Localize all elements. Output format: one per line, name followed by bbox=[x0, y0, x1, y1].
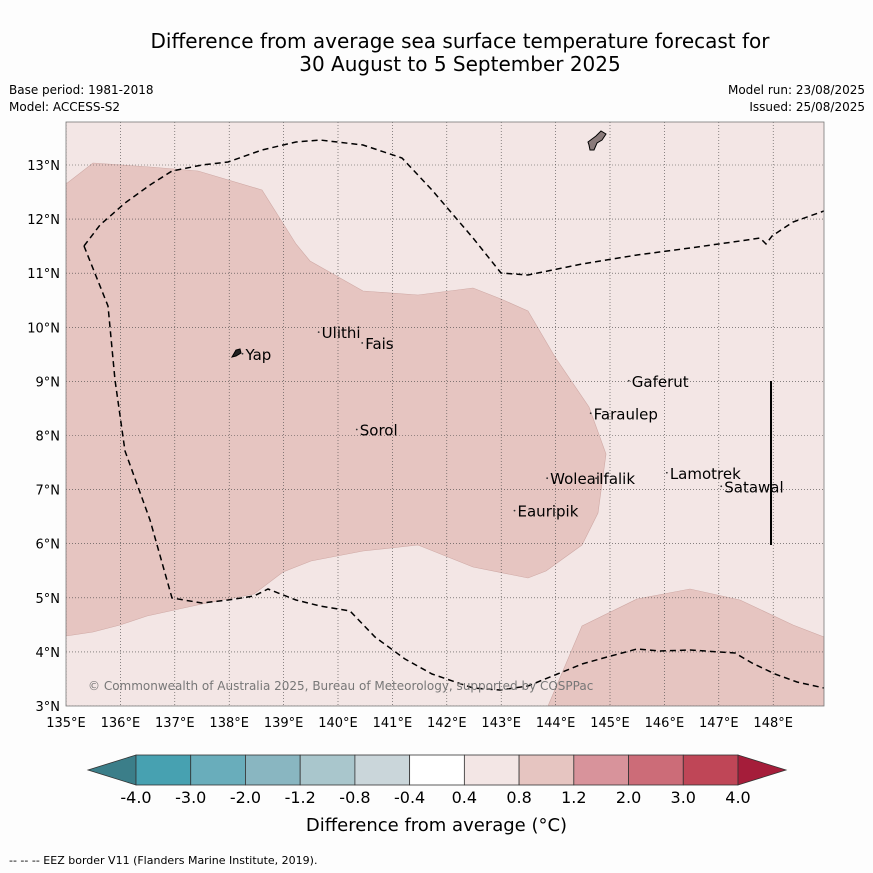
colorbar-segment bbox=[518, 754, 575, 786]
lat-tick-label: 11°N bbox=[27, 267, 60, 282]
atoll-marker bbox=[317, 331, 320, 334]
lon-tick-label: 147°E bbox=[699, 716, 739, 731]
colorbar-segment bbox=[245, 754, 301, 786]
atoll-marker bbox=[361, 342, 364, 344]
lat-tick-label: 7°N bbox=[36, 484, 61, 499]
eez-border-west bbox=[83, 245, 824, 691]
colorbar-segment bbox=[135, 754, 192, 786]
chart-title-line1: Difference from average sea surface temp… bbox=[150, 29, 770, 53]
lat-tick-label: 8°N bbox=[36, 430, 61, 445]
model-run: Model run: 23/08/2025 bbox=[727, 83, 865, 97]
lon-tick-label: 137°E bbox=[155, 716, 195, 731]
place-label-sorol: Sorol bbox=[360, 422, 398, 440]
place-label-ulithi: Ulithi bbox=[322, 324, 361, 342]
atoll-marker bbox=[241, 352, 244, 355]
place-label-yap: Yap bbox=[245, 346, 272, 364]
anomaly-region-main bbox=[66, 162, 607, 637]
colorbar-tick-label: 2.0 bbox=[616, 788, 641, 807]
colorbar: -4.0 -3.0 -2.0 -1.2 -0.8 -0.4 0.4 0.8 1.2 2.0 3.0 4… bbox=[86, 754, 788, 807]
colorbar-tick-label: -3.0 bbox=[175, 788, 206, 807]
colorbar-tick-label: -2.0 bbox=[230, 788, 261, 807]
colorbar-segment bbox=[573, 754, 629, 786]
model-name: Model: ACCESS-S2 bbox=[9, 100, 121, 114]
eez-border-legend: -- -- -- EEZ border V11 (Flanders Marine… bbox=[9, 854, 318, 867]
colorbar-extend-high bbox=[737, 754, 788, 786]
atoll-marker bbox=[546, 477, 549, 480]
lat-tick-label: 12°N bbox=[27, 213, 60, 228]
lon-tick-label: 143°E bbox=[481, 716, 521, 731]
place-label-ifalik: Ifalik bbox=[599, 470, 635, 488]
lon-tick-label: 135°E bbox=[46, 716, 86, 731]
gridlines bbox=[66, 122, 824, 706]
colorbar-segment bbox=[299, 754, 356, 786]
lat-tick-label: 5°N bbox=[36, 592, 61, 607]
place-label-satawal: Satawal bbox=[724, 478, 783, 496]
atoll-marker bbox=[595, 477, 598, 480]
atoll-marker bbox=[665, 471, 668, 474]
colorbar-tick-label: 0.4 bbox=[452, 788, 477, 807]
atoll-marker bbox=[513, 509, 516, 512]
lat-tick-label: 9°N bbox=[36, 375, 61, 390]
place-label-eauripik: Eauripik bbox=[518, 503, 579, 521]
lon-tick-label: 144°E bbox=[536, 716, 576, 731]
colorbar-tick-label: -4.0 bbox=[120, 788, 151, 807]
colorbar-segment bbox=[628, 754, 684, 786]
atoll-marker bbox=[355, 428, 358, 431]
latitude-tick-labels: 3°N 4°N 5°N 6°N 7°N 8°N 9°N 10°N 11°N 12°N 13°N bbox=[27, 159, 60, 715]
place-label-gaferut: Gaferut bbox=[632, 373, 689, 391]
issued-date: Issued: 25/08/2025 bbox=[749, 100, 865, 114]
chart-title-line2: 30 August to 5 September 2025 bbox=[299, 52, 621, 76]
lat-tick-label: 6°N bbox=[36, 538, 61, 553]
lon-tick-label: 140°E bbox=[318, 716, 358, 731]
colorbar-tick-label: 3.0 bbox=[671, 788, 696, 807]
atoll-marker bbox=[720, 485, 723, 488]
lat-tick-label: 10°N bbox=[27, 321, 60, 336]
colorbar-segment bbox=[190, 754, 246, 786]
lat-tick-label: 3°N bbox=[36, 700, 61, 715]
place-label-fais: Fais bbox=[365, 335, 394, 353]
place-label-lamotrek: Lamotrek bbox=[670, 465, 741, 483]
colorbar-tick-label: -1.2 bbox=[285, 788, 316, 807]
colorbar-segment bbox=[682, 754, 739, 786]
lat-tick-label: 4°N bbox=[36, 646, 61, 661]
base-period: Base period: 1981-2018 bbox=[9, 83, 154, 97]
lon-tick-label: 145°E bbox=[590, 716, 630, 731]
atoll-marker bbox=[627, 379, 630, 382]
lon-tick-label: 148°E bbox=[753, 716, 793, 731]
lat-tick-label: 13°N bbox=[27, 159, 60, 174]
colorbar-extend-low bbox=[86, 754, 137, 786]
colorbar-tick-label: 1.2 bbox=[561, 788, 586, 807]
colorbar-segment bbox=[409, 754, 465, 786]
guam-island bbox=[587, 130, 607, 151]
colorbar-segment bbox=[463, 754, 520, 786]
colorbar-tick-label: 0.8 bbox=[506, 788, 531, 807]
colorbar-title: Difference from average (°C) bbox=[305, 815, 568, 836]
longitude-tick-labels: 135°E 136°E 137°E 138°E 139°E 140°E 141°E 142°E… bbox=[46, 716, 793, 731]
colorbar-tick-label: 4.0 bbox=[725, 788, 750, 807]
lon-tick-label: 146°E bbox=[645, 716, 685, 731]
lon-tick-label: 136°E bbox=[101, 716, 141, 731]
place-label-woleai: Woleai bbox=[550, 470, 600, 488]
atoll-marker bbox=[589, 412, 592, 415]
colorbar-tick-label: -0.8 bbox=[339, 788, 370, 807]
anomaly-region-southeast bbox=[547, 588, 824, 706]
lon-tick-label: 138°E bbox=[209, 716, 249, 731]
colorbar-segment bbox=[354, 754, 411, 786]
colorbar-tick-label: -0.4 bbox=[394, 788, 425, 807]
lon-tick-label: 139°E bbox=[264, 716, 304, 731]
lon-tick-label: 142°E bbox=[427, 716, 467, 731]
copyright-notice: © Commonwealth of Australia 2025, Bureau… bbox=[88, 679, 593, 693]
place-label-faraulep: Faraulep bbox=[594, 405, 658, 423]
lon-tick-label: 141°E bbox=[373, 716, 413, 731]
yap-island bbox=[230, 348, 242, 358]
